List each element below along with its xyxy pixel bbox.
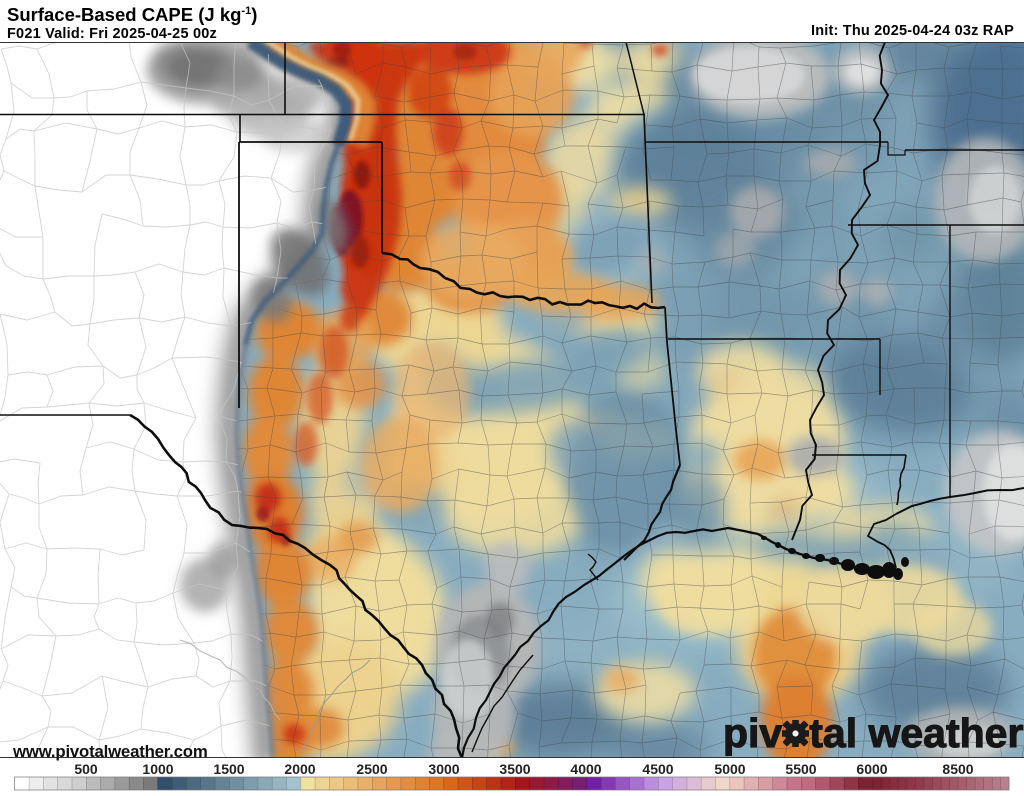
svg-text:3000: 3000	[428, 761, 459, 777]
svg-text:5000: 5000	[714, 761, 745, 777]
svg-text:4000: 4000	[570, 761, 601, 777]
svg-text:1500: 1500	[213, 761, 244, 777]
svg-text:6000: 6000	[856, 761, 887, 777]
svg-text:4500: 4500	[642, 761, 673, 777]
svg-text:5500: 5500	[785, 761, 816, 777]
svg-text:2000: 2000	[284, 761, 315, 777]
svg-text:3500: 3500	[499, 761, 530, 777]
svg-text:500: 500	[74, 761, 98, 777]
svg-text:2500: 2500	[356, 761, 387, 777]
svg-text:8500: 8500	[942, 761, 973, 777]
svg-text:1000: 1000	[142, 761, 173, 777]
